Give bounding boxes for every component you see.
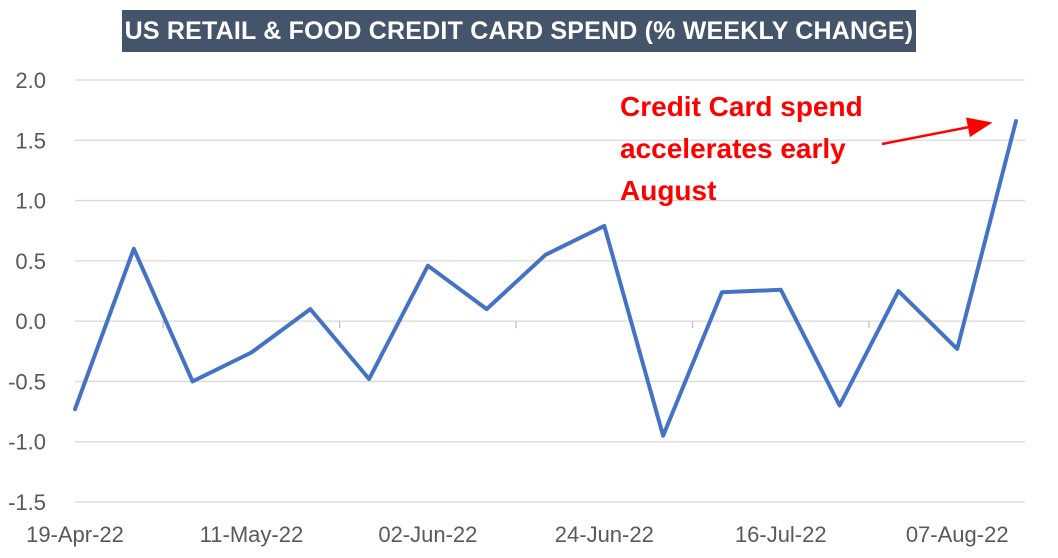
- x-axis-ticks: [162, 321, 870, 329]
- y-tick-label: -1.0: [8, 430, 46, 455]
- x-axis-tick-labels: 19-Apr-22 11-May-22 02-Jun-22 24-Jun-22 16-J…: [26, 522, 1008, 547]
- annotation-line-3: August: [620, 175, 717, 206]
- series-lines: [73, 119, 1018, 438]
- annotation-line-1: Credit Card spend: [620, 91, 863, 122]
- chart-annotation: Credit Card spend accelerates early Augu…: [620, 86, 900, 212]
- x-tick-label: 19-Apr-22: [26, 522, 124, 547]
- annotation-arrow: [881, 117, 993, 146]
- y-tick-label: 2.0: [15, 68, 46, 93]
- x-tick-label: 02-Jun-22: [378, 522, 477, 547]
- y-tick-label: 1.0: [15, 189, 46, 214]
- chart-title: US RETAIL & FOOD CREDIT CARD SPEND (% WE…: [122, 10, 916, 52]
- x-tick-label: 24-Jun-22: [555, 522, 654, 547]
- x-tick-label: 11-May-22: [200, 522, 304, 547]
- y-tick-label: 0.5: [15, 249, 46, 274]
- y-tick-label: 1.5: [15, 128, 46, 153]
- y-tick-label: -1.5: [8, 490, 46, 515]
- gridlines: [75, 79, 1025, 503]
- y-tick-label: 0.0: [15, 309, 46, 334]
- annotation-arrow-line: [881, 117, 993, 146]
- y-tick-label: -0.5: [8, 369, 46, 394]
- y-axis-tick-labels: 2.0 1.5 1.0 0.5 0.0 -0.5 -1.0 -1.5: [8, 68, 46, 515]
- x-tick-label: 16-Jul-22: [735, 522, 827, 547]
- annotation-line-2: accelerates early: [620, 133, 846, 164]
- x-tick-label: 07-Aug-22: [906, 522, 1009, 547]
